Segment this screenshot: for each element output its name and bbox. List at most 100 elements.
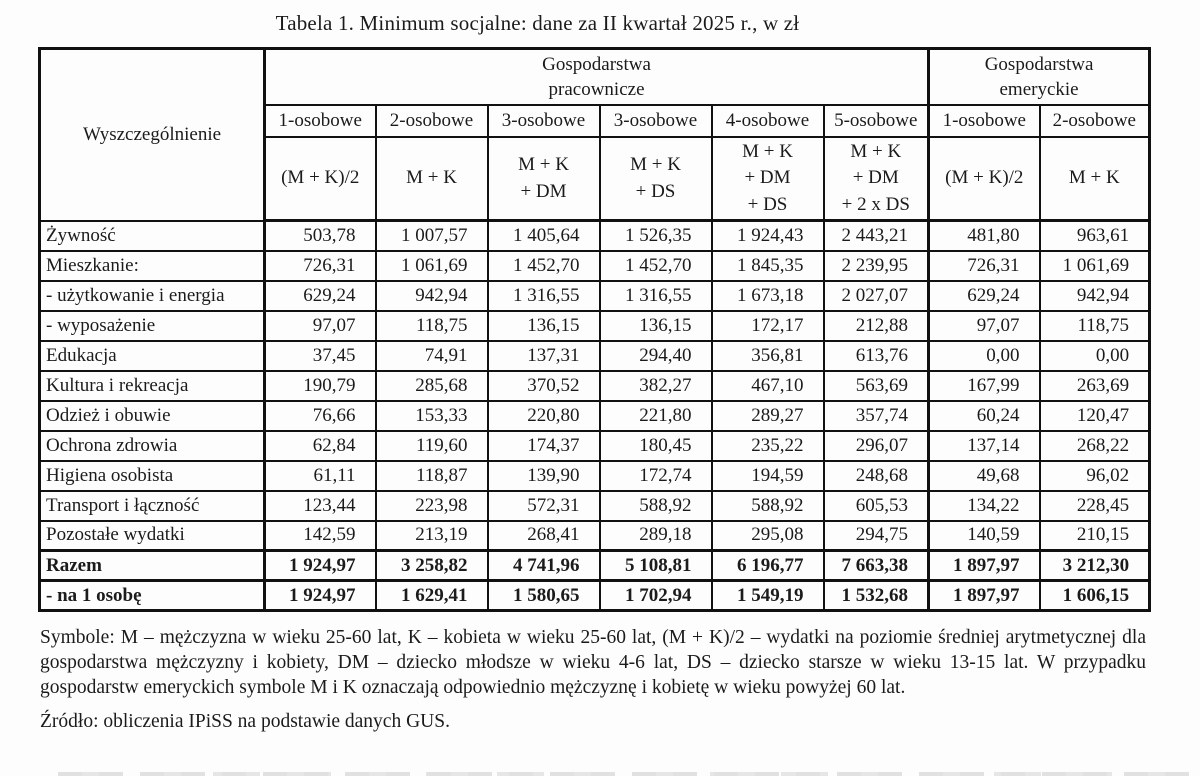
page-title: Tabela 1. Minimum socjalne: dane za II k…	[275, 11, 800, 35]
cell-value: 118,75	[374, 309, 489, 342]
cell-value: 963,61	[1038, 219, 1151, 252]
table-row: - wyposażenie 97,07 118,75 136,15 136,15 172,…	[38, 309, 1151, 342]
column-header: 5-osobowe	[822, 104, 931, 138]
column-header: 1-osobowe	[263, 104, 377, 138]
symbol-header: M + K + DM	[486, 136, 601, 222]
cell-value: 1 897,97	[927, 579, 1041, 612]
cell-value: 503,78	[263, 219, 377, 252]
header-size-row: 1-osobowe 2-osobowe 3-osobowe 3-osobowe …	[40, 104, 1151, 138]
cell-value: 37,45	[263, 339, 377, 372]
cell-value: 172,17	[710, 309, 825, 342]
cell-value: 3 212,30	[1038, 549, 1151, 582]
table-row: Kultura i rekreacja 190,79 285,68 370,52 382…	[38, 369, 1151, 402]
cell-value: 212,88	[822, 309, 931, 342]
cell-value: 140,59	[927, 519, 1041, 552]
cell-value: 588,92	[598, 489, 713, 522]
symbol-header: M + K + DM + DS	[710, 136, 825, 222]
row-label: - użytkowanie i energia	[38, 279, 266, 312]
cell-value: 1 061,69	[374, 249, 489, 282]
column-group-pracownicze: Gospodarstwa pracownicze	[263, 47, 931, 106]
cell-value: 370,52	[486, 369, 601, 402]
column-header: 2-osobowe	[374, 104, 489, 138]
cell-value: 235,22	[710, 429, 825, 462]
symbol-header: M + K	[374, 136, 489, 222]
table-row: Razem 1 924,97 3 258,82 4 741,96 5 108,81 6 1…	[38, 549, 1151, 582]
cell-value: 382,27	[598, 369, 713, 402]
cell-value: 268,41	[486, 519, 601, 552]
cell-value: 221,80	[598, 399, 713, 432]
table-row: - użytkowanie i energia 629,24 942,94 1 316…	[38, 279, 1151, 312]
cell-value: 605,53	[822, 489, 931, 522]
cell-value: 467,10	[710, 369, 825, 402]
cell-value: 613,76	[822, 339, 931, 372]
cutoff-text-strip	[58, 772, 1200, 776]
cell-value: 4 741,96	[486, 549, 601, 582]
cell-value: 223,98	[374, 489, 489, 522]
cell-value: 295,08	[710, 519, 825, 552]
row-label: Pozostałe wydatki	[38, 519, 266, 552]
cell-value: 629,24	[927, 279, 1041, 312]
footnote-source: Źródło: obliczenia IPiSS na podstawie da…	[40, 711, 450, 732]
symbol-header: M + K + DS	[598, 136, 713, 222]
cell-value: 357,74	[822, 399, 931, 432]
cell-value: 190,79	[263, 369, 377, 402]
column-header: 3-osobowe	[598, 104, 713, 138]
cell-value: 74,91	[374, 339, 489, 372]
column-group-emeryckie: Gospodarstwa emeryckie	[927, 47, 1151, 106]
row-label: Higiena osobista	[38, 459, 266, 492]
row-label: Żywność	[38, 219, 266, 252]
cell-value: 263,69	[1038, 369, 1151, 402]
cell-value: 289,18	[598, 519, 713, 552]
symbol-header: (M + K)/2	[263, 136, 377, 222]
cell-value: 96,02	[1038, 459, 1151, 492]
cell-value: 1 316,55	[598, 279, 713, 312]
row-label: Odzież i obuwie	[38, 399, 266, 432]
column-header: 4-osobowe	[710, 104, 825, 138]
cell-value: 1 580,65	[486, 579, 601, 612]
cell-value: 134,22	[927, 489, 1041, 522]
cell-value: 1 452,70	[598, 249, 713, 282]
cell-value: 194,59	[710, 459, 825, 492]
table-row: Mieszkanie: 726,31 1 061,69 1 452,70 1 452,7…	[38, 249, 1151, 282]
cell-value: 1 924,97	[263, 549, 377, 582]
symbol-header: M + K	[1038, 136, 1151, 222]
row-label: Transport i łączność	[38, 489, 266, 522]
cell-value: 629,24	[263, 279, 377, 312]
cell-value: 0,00	[1038, 339, 1151, 372]
cell-value: 1 526,35	[598, 219, 713, 252]
cell-value: 123,44	[263, 489, 377, 522]
cell-value: 1 629,41	[374, 579, 489, 612]
cell-value: 726,31	[263, 249, 377, 282]
row-label: Ochrona zdrowia	[38, 429, 266, 462]
row-label: Razem	[38, 549, 266, 582]
document-page: Tabela 1. Minimum socjalne: dane za II k…	[0, 11, 1200, 776]
cell-value: 97,07	[927, 309, 1041, 342]
table-row: Edukacja 37,45 74,91 137,31 294,40 356,81 613,…	[38, 339, 1151, 372]
row-label: Kultura i rekreacja	[38, 369, 266, 402]
cell-value: 2 443,21	[822, 219, 931, 252]
column-header: 3-osobowe	[486, 104, 601, 138]
cell-value: 5 108,81	[598, 549, 713, 582]
cell-value: 0,00	[927, 339, 1041, 372]
cell-value: 588,92	[710, 489, 825, 522]
cell-value: 289,27	[710, 399, 825, 432]
cell-value: 137,14	[927, 429, 1041, 462]
table-row: Żywność 503,78 1 007,57 1 405,64 1 526,35 1 9…	[38, 219, 1151, 252]
cell-value: 296,07	[822, 429, 931, 462]
cell-value: 97,07	[263, 309, 377, 342]
table-row: Higiena osobista 61,11 118,87 139,90 172,74 1…	[38, 459, 1151, 492]
symbol-header: M + K + DM + 2 x DS	[822, 136, 931, 222]
cell-value: 6 196,77	[710, 549, 825, 582]
cell-value: 76,66	[263, 399, 377, 432]
cell-value: 2 239,95	[822, 249, 931, 282]
footnote-symbols: Symbole: M – mężczyzna w wieku 25-60 lat…	[40, 627, 1146, 698]
cell-value: 1 316,55	[486, 279, 601, 312]
cell-value: 118,87	[374, 459, 489, 492]
header-symbol-row: (M + K)/2 M + K M + K + DM M + K + DS M …	[40, 136, 1151, 222]
cell-value: 572,31	[486, 489, 601, 522]
cell-value: 60,24	[927, 399, 1041, 432]
cell-value: 142,59	[263, 519, 377, 552]
cell-value: 3 258,82	[374, 549, 489, 582]
cell-value: 61,11	[263, 459, 377, 492]
cell-value: 1 673,18	[710, 279, 825, 312]
